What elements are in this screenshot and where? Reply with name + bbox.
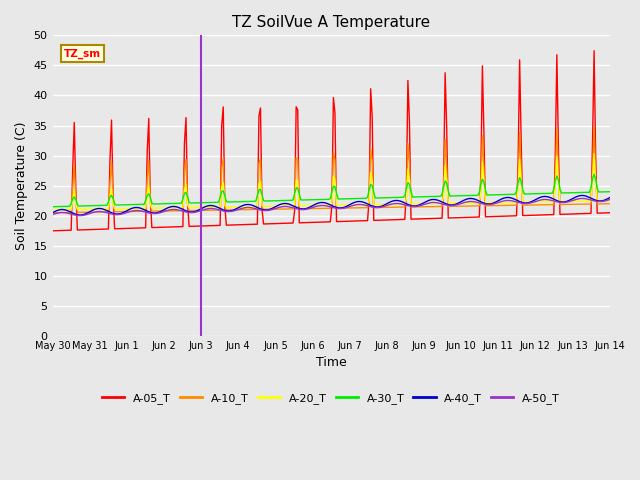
A-20_T xyxy=(292,177,300,183)
A-40_T xyxy=(118,210,126,216)
Line: A-30_T: A-30_T xyxy=(52,174,610,207)
A-50_T xyxy=(49,212,56,217)
A-30_T xyxy=(215,199,223,205)
A-05_T xyxy=(292,104,300,109)
Line: A-10_T: A-10_T xyxy=(52,127,610,213)
A-10_T xyxy=(243,207,250,213)
A-05_T xyxy=(575,211,582,216)
Text: TZ_sm: TZ_sm xyxy=(64,48,101,59)
Line: A-40_T: A-40_T xyxy=(52,195,610,215)
A-50_T xyxy=(578,195,586,201)
Legend: A-05_T, A-10_T, A-20_T, A-30_T, A-40_T, A-50_T: A-05_T, A-10_T, A-20_T, A-30_T, A-40_T, … xyxy=(98,389,564,408)
A-05_T xyxy=(243,222,250,228)
A-20_T xyxy=(49,207,56,213)
A-05_T xyxy=(215,223,223,228)
A-40_T xyxy=(294,205,301,211)
Line: A-50_T: A-50_T xyxy=(52,198,610,216)
A-05_T xyxy=(117,226,125,231)
A-05_T xyxy=(590,48,598,54)
Title: TZ SoilVue A Temperature: TZ SoilVue A Temperature xyxy=(232,15,430,30)
A-40_T xyxy=(606,195,614,201)
A-50_T xyxy=(294,206,301,212)
A-50_T xyxy=(235,206,243,212)
A-30_T xyxy=(117,202,125,208)
A-30_T xyxy=(575,190,582,195)
A-40_T xyxy=(77,212,84,218)
A-05_T xyxy=(606,210,614,216)
A-50_T xyxy=(576,196,584,202)
A-10_T xyxy=(234,207,241,213)
A-20_T xyxy=(215,204,223,210)
A-20_T xyxy=(575,198,582,204)
X-axis label: Time: Time xyxy=(316,357,346,370)
A-10_T xyxy=(590,124,598,130)
A-40_T xyxy=(578,192,586,198)
A-40_T xyxy=(49,210,56,216)
A-20_T xyxy=(243,204,250,209)
A-30_T xyxy=(292,185,300,191)
A-20_T xyxy=(117,206,125,212)
A-30_T xyxy=(49,204,56,210)
Y-axis label: Soil Temperature (C): Soil Temperature (C) xyxy=(15,121,28,250)
A-10_T xyxy=(215,207,223,213)
Line: A-05_T: A-05_T xyxy=(52,51,610,231)
A-10_T xyxy=(49,210,56,216)
A-30_T xyxy=(606,189,614,194)
A-50_T xyxy=(606,197,614,203)
A-20_T xyxy=(590,151,598,156)
A-30_T xyxy=(590,171,598,177)
A-40_T xyxy=(576,193,584,199)
A-50_T xyxy=(216,207,224,213)
A-20_T xyxy=(234,204,241,210)
A-05_T xyxy=(49,228,56,234)
A-30_T xyxy=(243,199,250,204)
A-40_T xyxy=(244,202,252,207)
A-50_T xyxy=(77,213,84,218)
A-10_T xyxy=(292,155,300,161)
A-10_T xyxy=(117,209,125,215)
A-10_T xyxy=(606,201,614,206)
A-05_T xyxy=(234,222,241,228)
Line: A-20_T: A-20_T xyxy=(52,154,610,210)
A-50_T xyxy=(118,211,126,217)
A-40_T xyxy=(235,204,243,210)
A-10_T xyxy=(575,202,582,207)
A-40_T xyxy=(216,205,224,211)
A-20_T xyxy=(606,198,614,204)
A-30_T xyxy=(234,199,241,204)
A-50_T xyxy=(244,204,252,210)
